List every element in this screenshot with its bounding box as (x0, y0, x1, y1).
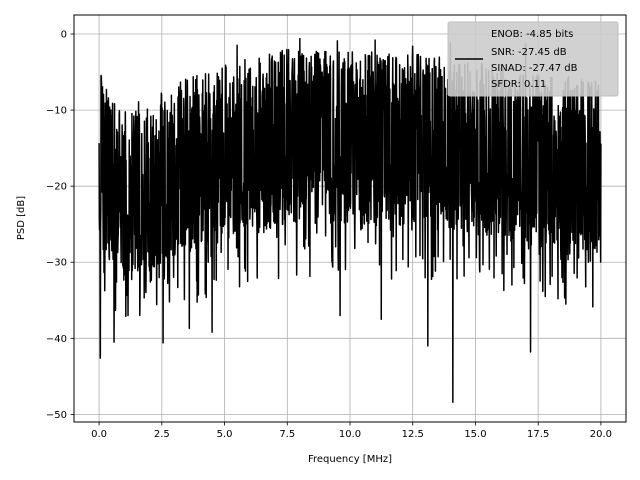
y-tick-label: −30 (46, 258, 67, 269)
legend: ENOB: -4.85 bits SNR: -27.45 dB SINAD: -… (447, 21, 619, 97)
legend-sinad: SINAD: -27.47 dB (491, 63, 578, 74)
legend-sfdr: SFDR: 0.11 (491, 79, 546, 90)
x-ticks: 0.0 2.5 5.0 7.5 10.0 12.5 15.0 17.5 20.0 (91, 422, 612, 440)
y-ticks: 0 −10 −20 −30 −40 −50 (46, 30, 74, 421)
x-axis-label: Frequency [MHz] (308, 454, 392, 465)
y-tick-label: −40 (46, 334, 67, 345)
x-tick-label: 10.0 (339, 429, 361, 440)
y-tick-label: −50 (46, 410, 67, 421)
legend-box (447, 21, 619, 97)
x-tick-label: 2.5 (154, 429, 170, 440)
x-tick-label: 15.0 (464, 429, 486, 440)
x-tick-label: 17.5 (527, 429, 549, 440)
x-tick-label: 20.0 (590, 429, 612, 440)
x-tick-label: 12.5 (402, 429, 424, 440)
y-axis-label: PSD [dB] (16, 196, 27, 240)
x-tick-label: 5.0 (217, 429, 233, 440)
y-tick-label: −10 (46, 106, 67, 117)
y-tick-label: −20 (46, 182, 67, 193)
legend-enob: ENOB: -4.85 bits (491, 29, 573, 40)
plot-frame (73, 14, 627, 423)
y-tick-label: 0 (61, 30, 67, 41)
x-tick-label: 0.0 (91, 429, 107, 440)
legend-snr: SNR: -27.45 dB (491, 47, 567, 58)
x-tick-label: 7.5 (279, 429, 295, 440)
